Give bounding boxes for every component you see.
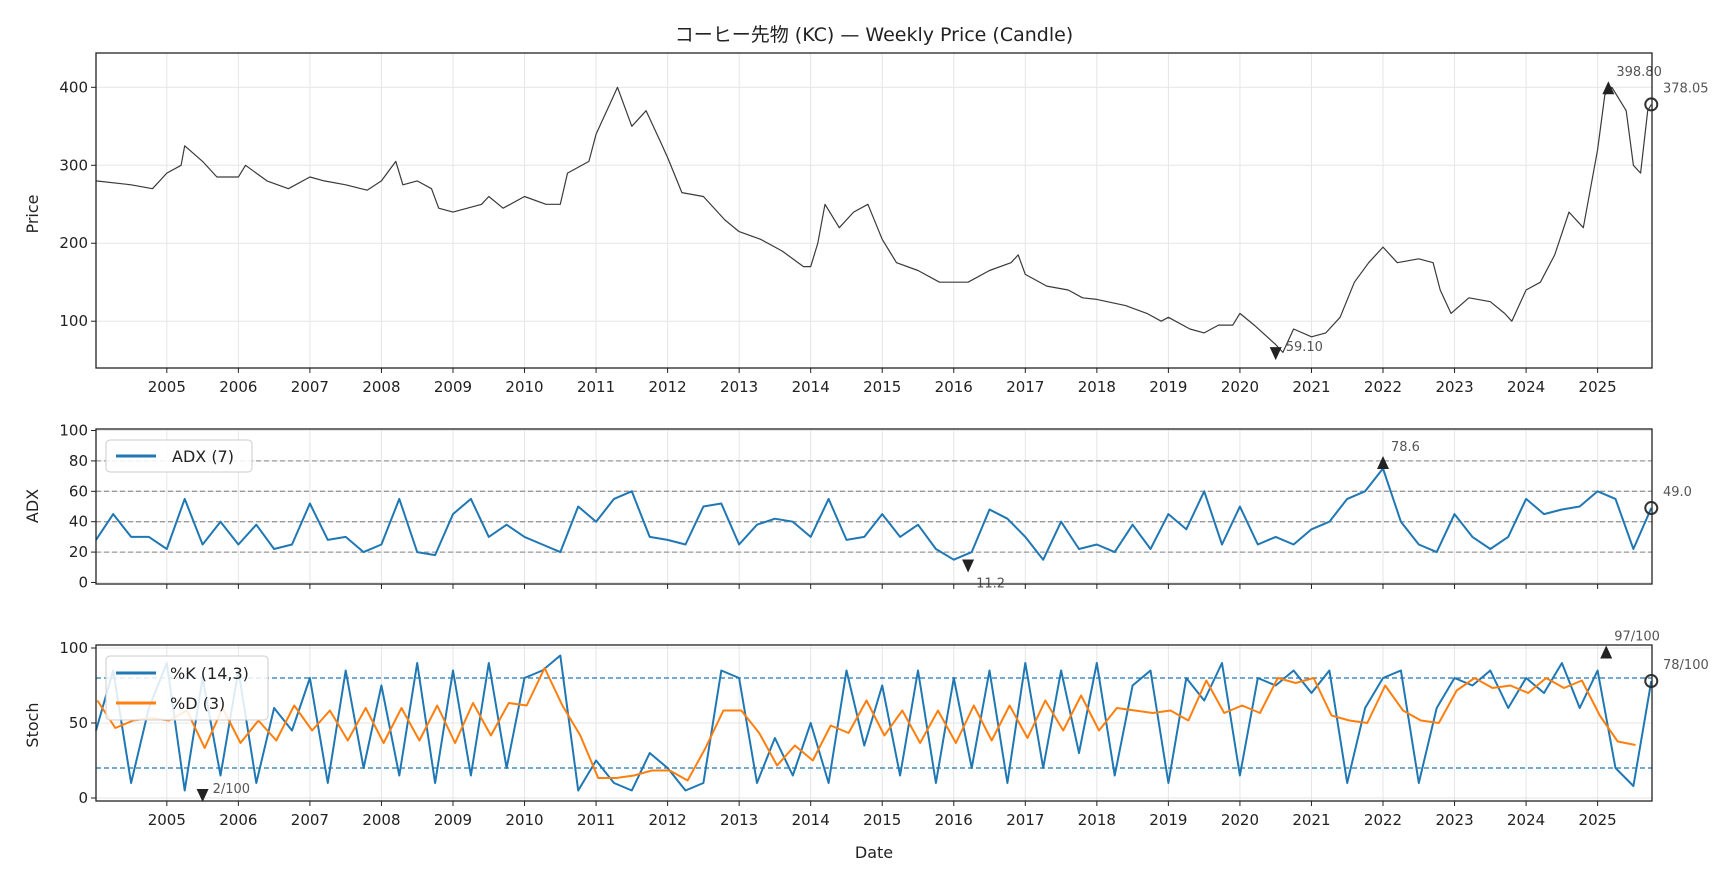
min-label: 59.10 — [1286, 340, 1323, 355]
x-tick-label: 2019 — [1149, 811, 1187, 829]
x-tick-label: 2018 — [1078, 811, 1116, 829]
last-marker — [1644, 501, 1659, 516]
y-tick-label: 20 — [69, 543, 88, 561]
x-tick-label: 2022 — [1364, 378, 1402, 396]
legend-adx: ADX (7) — [172, 447, 234, 466]
x-tick-label: 2022 — [1364, 811, 1402, 829]
legend-d: %D (3) — [170, 694, 225, 713]
x-tick-label: 2005 — [148, 378, 186, 396]
stoch-d-line — [96, 667, 1636, 782]
min-marker — [962, 559, 975, 573]
y-tick-label: 100 — [59, 639, 88, 657]
x-tick-label: 2024 — [1507, 378, 1545, 396]
x-tick-label: 2010 — [505, 378, 543, 396]
y-tick-label: 50 — [69, 714, 88, 732]
x-tick-label: 2008 — [362, 378, 400, 396]
stoch-y-label: Stoch — [23, 702, 42, 747]
x-tick-label: 2019 — [1149, 378, 1187, 396]
x-tick-label: 2013 — [720, 811, 758, 829]
y-tick-label: 0 — [78, 573, 88, 591]
x-tick-label: 2023 — [1435, 378, 1473, 396]
x-tick-label: 2020 — [1221, 811, 1259, 829]
x-tick-label: 2025 — [1579, 378, 1617, 396]
x-tick-label: 2018 — [1078, 378, 1116, 396]
x-tick-label: 2016 — [935, 811, 973, 829]
x-tick-label: 2015 — [863, 378, 901, 396]
panel-price: 2005 2006 2007 2008 2009 2010 2011 2012 2013 2014… — [59, 52, 1709, 396]
min-label: 2/100 — [213, 782, 250, 797]
x-tick-label: 2014 — [792, 378, 830, 396]
x-tick-label: 2007 — [291, 378, 329, 396]
x-tick-label: 2012 — [649, 811, 687, 829]
max-marker — [1602, 81, 1615, 95]
plot-frame — [95, 644, 1653, 802]
min-marker — [1269, 347, 1282, 361]
x-tick-label: 2009 — [434, 811, 472, 829]
last-marker — [1644, 97, 1659, 112]
x-tick-label: 2021 — [1292, 378, 1330, 396]
x-tick-label: 2009 — [434, 378, 472, 396]
x-tick-label: 2005 — [148, 811, 186, 829]
last-marker — [1644, 674, 1659, 688]
adx-line — [95, 467, 1653, 561]
y-tick-label: 60 — [69, 482, 88, 500]
y-tick-label: 400 — [59, 78, 88, 96]
chart-title: コーヒー先物 (KC) — Weekly Price (Candle) — [675, 24, 1073, 46]
x-tick-label: 2023 — [1435, 811, 1473, 829]
x-tick-label: 2013 — [720, 378, 758, 396]
x-tick-label: 2017 — [1006, 811, 1044, 829]
panel-stoch: 2005 2006 2007 2008 2009 2010 2011 2012 2013 2014… — [59, 630, 1708, 830]
x-tick-label: 2020 — [1221, 378, 1259, 396]
x-tick-label: 2014 — [792, 811, 830, 829]
max-label: 97/100 — [1614, 630, 1660, 645]
max-label: 398.80 — [1616, 65, 1662, 80]
x-tick-label: 2006 — [219, 811, 257, 829]
x-tick-label: 2015 — [863, 811, 901, 829]
min-marker — [196, 789, 209, 802]
price-y-label: Price — [23, 194, 42, 233]
y-tick-label: 80 — [69, 452, 88, 470]
x-tick-label: 2011 — [577, 811, 615, 829]
x-axis-label: Date — [855, 843, 893, 862]
legend-k: %K (14,3) — [170, 664, 249, 683]
adx-y-label: ADX — [23, 489, 42, 523]
price-line — [95, 86, 1652, 353]
last-label: 78/100 — [1663, 658, 1709, 673]
max-marker — [1600, 645, 1613, 659]
x-tick-label: 2008 — [362, 811, 400, 829]
stoch-legend: %K (14,3) %D (3) — [105, 655, 269, 721]
adx-legend: ADX (7) — [105, 439, 253, 473]
last-label: 378.05 — [1663, 81, 1709, 96]
x-tick-label: 2016 — [935, 378, 973, 396]
plot-frame — [95, 52, 1653, 369]
x-tick-label: 2017 — [1006, 378, 1044, 396]
max-marker — [1377, 456, 1390, 470]
x-tick-label: 2025 — [1579, 811, 1617, 829]
max-label: 78.6 — [1391, 440, 1420, 455]
x-tick-label: 2006 — [219, 378, 257, 396]
plot-frame — [95, 428, 1653, 585]
x-tick-label: 2021 — [1292, 811, 1330, 829]
y-tick-label: 100 — [59, 422, 88, 440]
y-tick-label: 0 — [78, 789, 88, 807]
x-tick-label: 2024 — [1507, 811, 1545, 829]
y-tick-label: 300 — [59, 156, 88, 174]
x-tick-label: 2010 — [505, 811, 543, 829]
x-tick-label: 2011 — [577, 378, 615, 396]
last-label: 49.0 — [1663, 485, 1692, 500]
y-tick-label: 200 — [59, 234, 88, 252]
x-tick-label: 2007 — [291, 811, 329, 829]
y-tick-label: 100 — [59, 312, 88, 330]
x-tick-label: 2012 — [649, 378, 687, 396]
y-tick-label: 40 — [69, 513, 88, 531]
